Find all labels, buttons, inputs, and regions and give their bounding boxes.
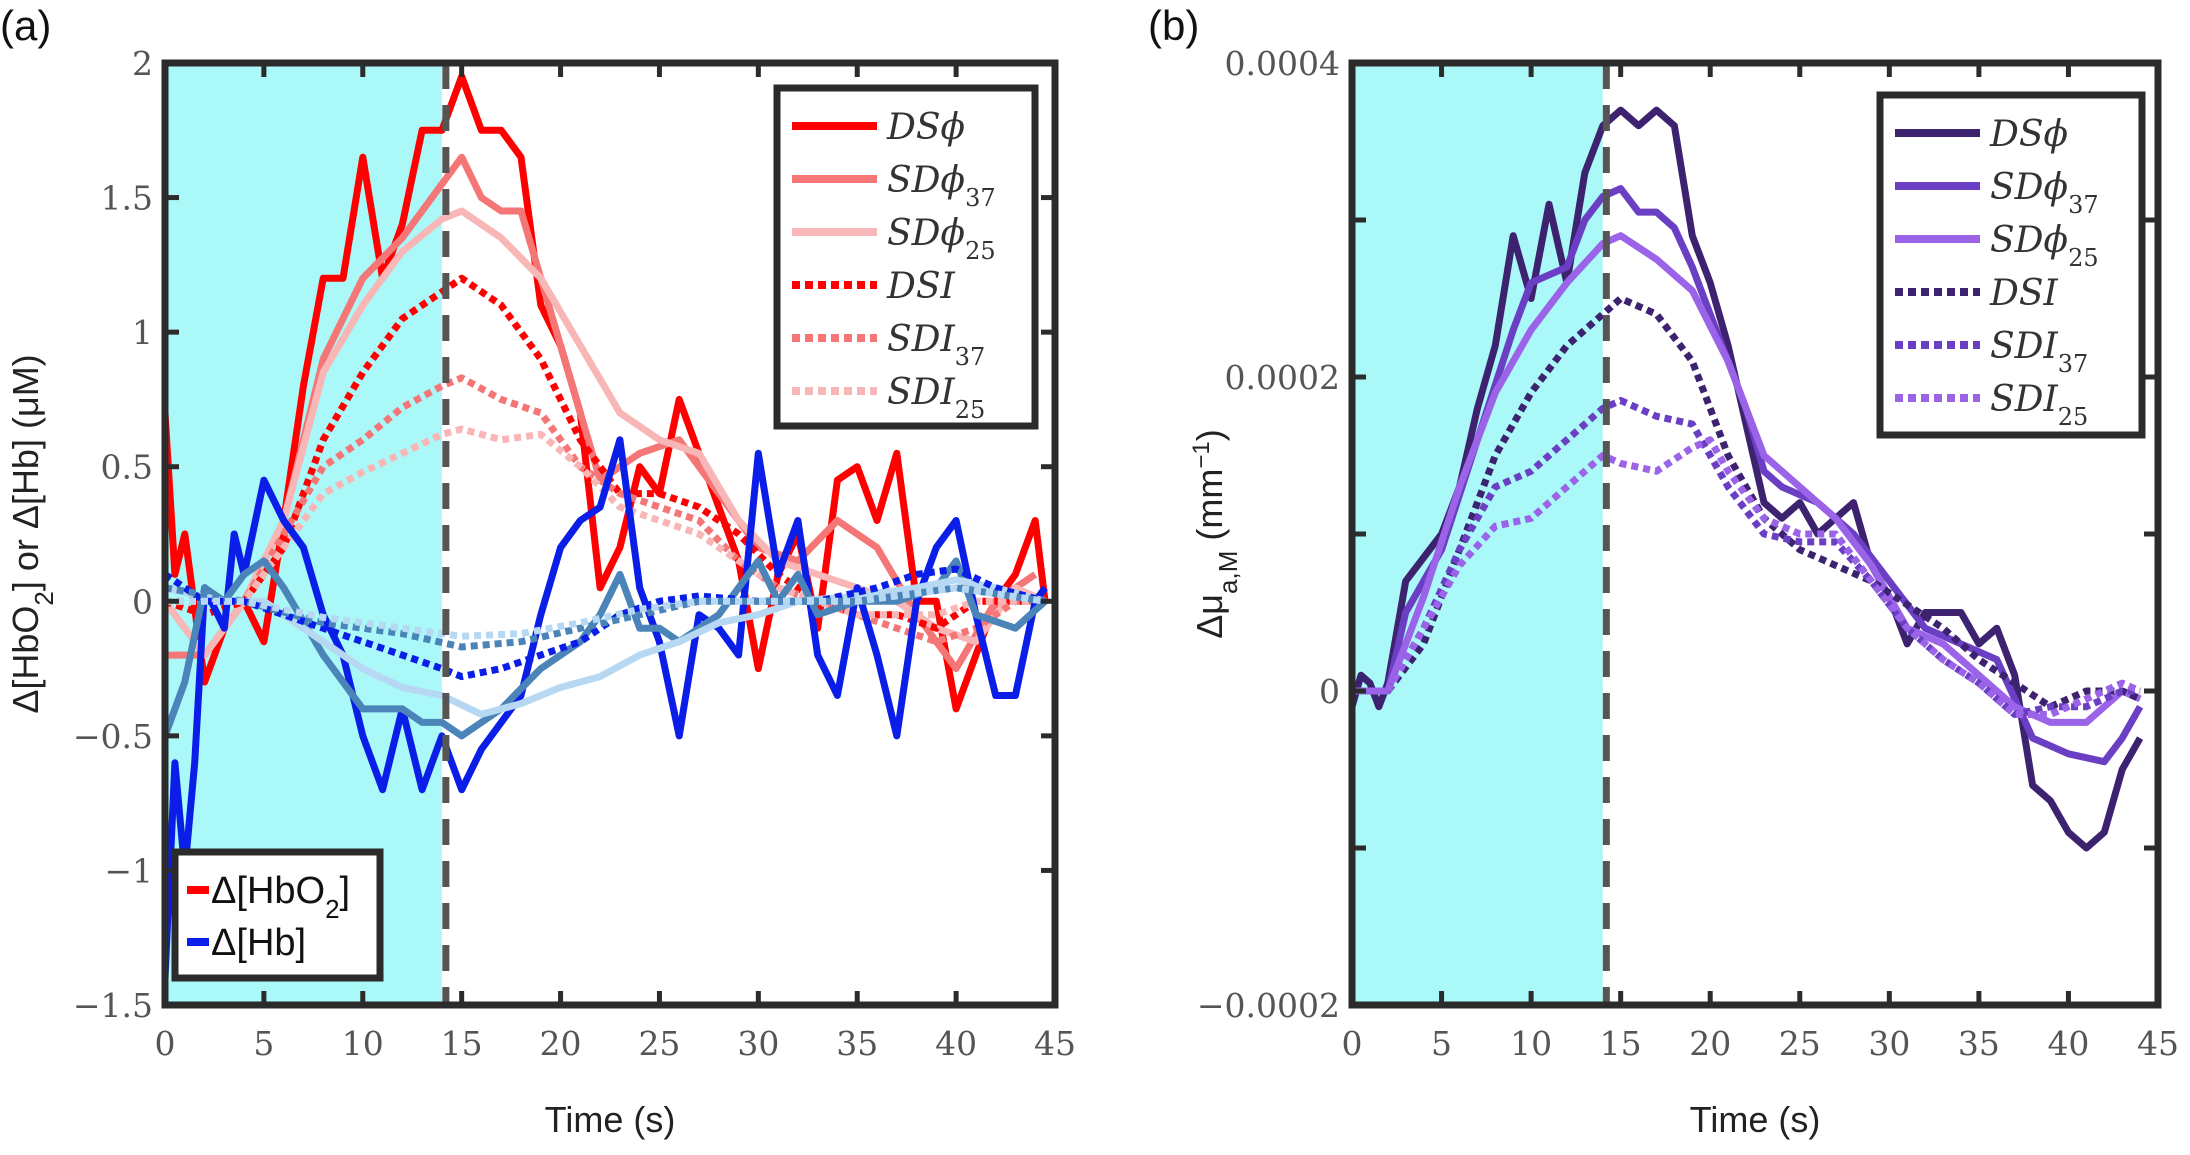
panel-a: (a) 0 5 10 15 20 25 30 35 40 45 −1.5 −1 −0.5 0 0.5 1 1.5 2…: [0, 2, 1076, 1140]
x-tick-label: 35: [1958, 1024, 2000, 1063]
panel-b: (b)0 5 10 15 20 25 30 35 40 45−0.000200.00020.000…: [1148, 2, 2179, 1140]
series-group: [165, 73, 1049, 979]
y-tick-label: −1.5: [73, 986, 153, 1025]
x-tick-label: 20: [540, 1024, 582, 1063]
x-tick-label: 10: [1510, 1024, 1552, 1063]
x-tick-label: 35: [836, 1024, 878, 1063]
series-line-hbo2-sdphi37: [165, 153, 1038, 673]
stimulus-shaded-region: [165, 63, 442, 1005]
x-tick-label: 25: [638, 1024, 680, 1063]
y-tick-label: −0.5: [73, 717, 153, 756]
x-tick-label: 30: [1868, 1024, 1910, 1063]
y-tick-label: 0.0004: [1225, 44, 1340, 83]
legend-entry-label: DSI: [1989, 273, 2059, 314]
x-tick-label: 5: [1431, 1024, 1452, 1063]
series-line-hb-sdphi25: [165, 576, 1047, 718]
y-axis-label: Δ[HbO2] or Δ[Hb] (μM): [5, 354, 59, 713]
series-line-sdphi25: [1352, 232, 2142, 726]
x-axis-label: Time (s): [1690, 1099, 1821, 1140]
y-tick-label: −1: [104, 851, 153, 890]
series-line-hb-sdphi37: [165, 557, 1048, 740]
legend-entry-label: DSI: [886, 266, 956, 307]
y-tick-label: 2: [132, 44, 153, 83]
series-line-hb-sdi37: [165, 584, 1046, 651]
x-tick-label: 45: [1034, 1024, 1076, 1063]
y-tick-label: 0: [132, 582, 153, 621]
y-tick-label: −0.0002: [1197, 986, 1340, 1025]
legend-species: Δ[HbO2]Δ[Hb]: [171, 848, 384, 982]
legend-box: [773, 84, 1039, 430]
y-tick-label: 0.5: [101, 448, 153, 487]
legend-box: [1876, 91, 2146, 439]
y-axis-label: Δμa,M (mm−1): [1188, 429, 1244, 638]
legend-entry-label: DSϕ: [886, 107, 965, 148]
y-tick-label: 1.5: [101, 179, 153, 218]
x-tick-label: 30: [737, 1024, 779, 1063]
series-line-dsi: [1352, 295, 2142, 711]
series-line-hb-sdi25: [165, 584, 1046, 640]
x-tick-label: 15: [1600, 1024, 1642, 1063]
x-tick-label: 20: [1689, 1024, 1731, 1063]
legend-box: [171, 848, 384, 982]
x-tick-label: 0: [1342, 1024, 1363, 1063]
x-tick-label: 40: [2047, 1024, 2089, 1063]
panel-label: (b): [1148, 2, 1199, 49]
series-line-hb-dsi: [165, 565, 1047, 681]
series-group: [1352, 106, 2144, 852]
x-tick-label: 0: [155, 1024, 176, 1063]
x-tick-label: 5: [253, 1024, 274, 1063]
panel-label: (a): [0, 2, 51, 49]
series-line-hbo2-sdphi25: [165, 207, 1047, 659]
x-tick-label: 40: [935, 1024, 977, 1063]
legend-entry-label: DSϕ: [1989, 114, 2068, 155]
x-tick-label: 25: [1779, 1024, 1821, 1063]
series-line-hb-dsphi: [165, 436, 1048, 979]
x-tick-label: 10: [342, 1024, 384, 1063]
y-tick-label: 1: [132, 313, 153, 352]
series-line-hbo2-dsphi: [165, 73, 1049, 713]
axes-frame: [161, 59, 1059, 1009]
x-tick-label: 45: [2137, 1024, 2179, 1063]
series-line-sdi37: [1352, 397, 2141, 718]
stimulus-shaded-region: [1352, 63, 1603, 1005]
series-line-sdi25: [1352, 436, 2142, 718]
x-axis-label: Time (s): [545, 1099, 676, 1140]
legend-entry-label: Δ[Hb]: [211, 922, 306, 964]
y-tick-label: 0.0002: [1225, 358, 1340, 397]
series-line-hbo2-dsi: [165, 274, 1046, 632]
x-tick-label: 15: [441, 1024, 483, 1063]
y-tick-label: 0: [1319, 672, 1340, 711]
series-line-hbo2-sdi25: [165, 425, 1046, 619]
